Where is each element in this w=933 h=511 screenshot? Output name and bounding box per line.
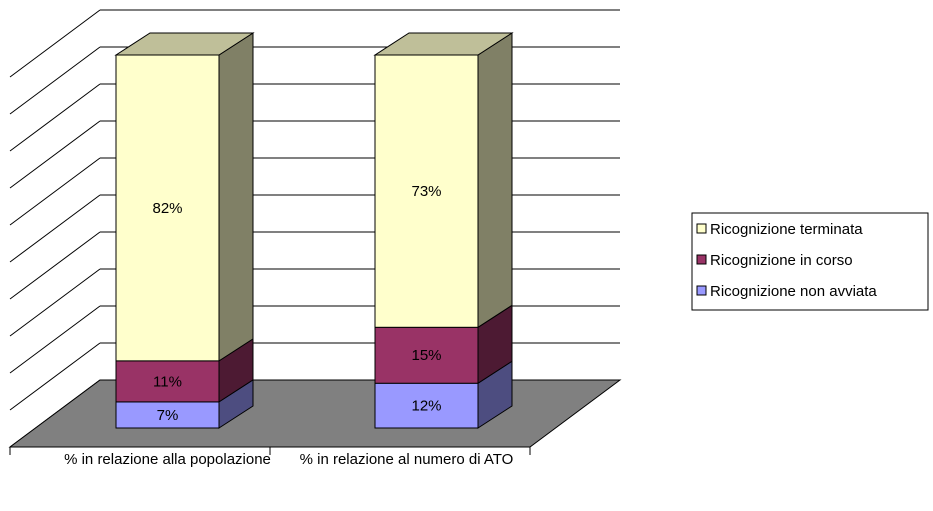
grid-line: [9, 231, 101, 300]
grid-line: [9, 305, 101, 374]
grid-line: [9, 9, 101, 78]
grid-line: [9, 268, 101, 337]
x-tick-label: % in relazione al numero di ATO: [299, 451, 514, 468]
legend-swatch: [696, 254, 707, 265]
bar: [115, 401, 220, 429]
legend-swatch: [696, 223, 707, 234]
bar-top: [114, 32, 255, 56]
bar: [374, 54, 479, 328]
bar: [374, 326, 479, 384]
bar-side: [477, 32, 513, 329]
grid-line: [9, 120, 101, 189]
grid-line: [9, 157, 101, 226]
data-label: 73%: [411, 183, 441, 200]
grid-line: [9, 342, 101, 411]
legend-label: Ricognizione in corso: [710, 252, 853, 269]
legend-label: Ricognizione non avviata: [710, 283, 877, 300]
legend-swatch: [696, 285, 707, 296]
floor: [8, 379, 622, 448]
x-tick-label: % in relazione alla popolazione: [64, 451, 271, 468]
bar: [374, 382, 479, 429]
bar-top: [373, 32, 514, 56]
data-label: 7%: [157, 407, 179, 424]
grid-line: [9, 46, 101, 115]
legend-label: Ricognizione terminata: [710, 221, 863, 238]
bar-side: [218, 32, 254, 362]
legend: [691, 212, 929, 311]
data-label: 12%: [411, 398, 441, 415]
grid-line: [9, 83, 101, 152]
data-label: 15%: [411, 347, 441, 364]
data-label: 82%: [152, 200, 182, 217]
data-label: 11%: [153, 373, 182, 390]
grid-line: [9, 194, 101, 263]
